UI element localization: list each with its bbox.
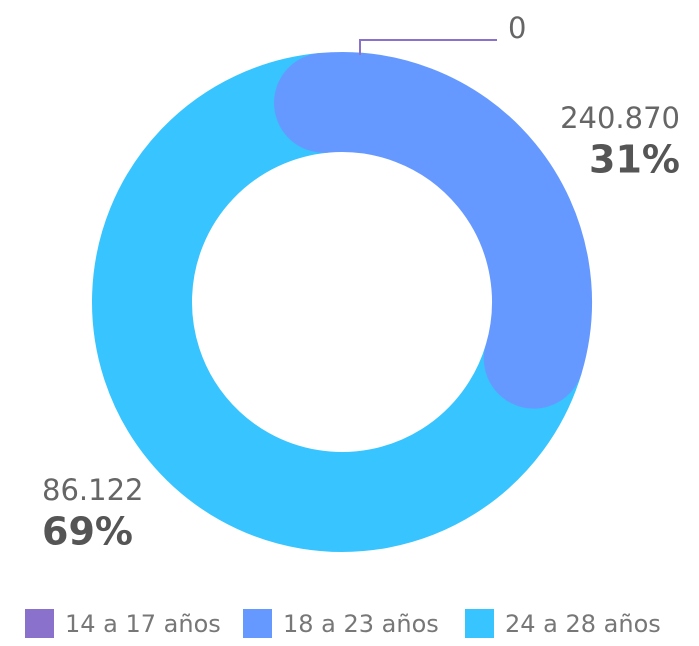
- legend-swatch: [465, 609, 494, 638]
- legend-label: 14 a 17 años: [65, 610, 221, 638]
- legend-label: 24 a 28 años: [505, 610, 661, 638]
- count-label: 86.122: [42, 473, 143, 507]
- donut-segment: [274, 52, 592, 409]
- legend-swatch: [243, 609, 272, 638]
- legend-swatch: [25, 609, 54, 638]
- legend-label: 18 a 23 años: [283, 610, 439, 638]
- percent-label: 31%: [589, 138, 680, 182]
- leader-line: [359, 39, 497, 55]
- count-label: 240.870: [560, 101, 680, 135]
- percent-label: 69%: [42, 510, 133, 554]
- count-label: 0: [508, 11, 526, 45]
- donut-segment: [92, 53, 582, 552]
